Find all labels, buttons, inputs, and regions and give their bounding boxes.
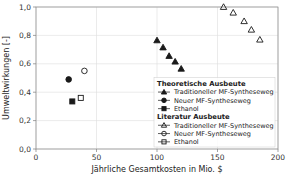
series: [154, 37, 185, 71]
legend-marker: [162, 107, 166, 111]
tick: [96, 149, 97, 152]
tick-label: 0,0: [19, 145, 31, 154]
tick: [217, 149, 218, 152]
y-axis-label: Umweltwirkungen [-]: [2, 36, 11, 120]
legend-marker: [162, 98, 167, 103]
x-axis-label: Jährliche Gesamtkosten in Mio. $: [90, 165, 222, 174]
tick: [36, 149, 37, 152]
point: [66, 77, 72, 83]
legend-label: Ethanol: [174, 138, 199, 146]
grid: [36, 7, 278, 149]
legend-label: Traditioneller MF-Syntheseweg: [173, 88, 274, 96]
tick: [278, 149, 279, 152]
chart: 0 50 100 150 200 0,0 0,2 0,4 0,6 0,8 1,0 Jährliche …: [0, 0, 286, 176]
point: [230, 9, 236, 15]
point: [166, 53, 172, 59]
point: [78, 95, 83, 100]
tick: [33, 92, 36, 93]
grid-line: [36, 35, 278, 36]
series: [78, 95, 83, 100]
series: [70, 99, 75, 104]
point: [70, 99, 75, 104]
point: [241, 18, 247, 24]
legend-label: Neuer MF-Syntheseweg: [174, 97, 251, 105]
legend-label: Neuer MF-Syntheseweg: [174, 130, 251, 138]
tick-label: 0,8: [19, 31, 31, 40]
legend-label: Ethanol: [174, 105, 199, 113]
series: [220, 4, 263, 42]
tick-label: 100: [150, 153, 165, 162]
tick-label: 0: [34, 153, 39, 162]
point: [82, 68, 88, 74]
tick-label: 0,6: [19, 59, 31, 68]
tick: [33, 7, 36, 8]
legend-line: [158, 141, 170, 142]
legend-line: [158, 125, 170, 126]
legend-marker: [161, 89, 166, 94]
plot-frame: [36, 7, 278, 149]
point: [160, 44, 166, 50]
point: [248, 27, 254, 33]
legend-marker: [161, 123, 166, 128]
tick-label: 0,4: [19, 88, 31, 97]
point: [257, 36, 263, 42]
tick: [157, 149, 158, 152]
legend-title: Theoretische Ausbeute: [157, 80, 246, 88]
point: [154, 37, 160, 43]
legend: Theoretische AusbeuteTraditioneller MF-S…: [154, 78, 275, 147]
grid-line: [96, 7, 97, 149]
series: [66, 77, 72, 83]
tick-label: 1,0: [19, 3, 31, 12]
tick-label: 150: [210, 153, 225, 162]
point: [172, 58, 178, 64]
legend-marker: [162, 131, 167, 136]
point: [178, 66, 184, 72]
legend-marker: [162, 140, 166, 144]
tick: [33, 149, 36, 150]
series: [82, 68, 88, 74]
point: [220, 4, 226, 10]
legend-box: [154, 78, 275, 147]
grid-line: [36, 63, 278, 64]
legend-label: Traditioneller MF-Syntheseweg: [173, 122, 274, 130]
legend-title: Literatur Ausbeute: [157, 113, 230, 121]
tick-label: 0,2: [19, 116, 31, 125]
legend-line: [158, 133, 170, 134]
tick: [33, 63, 36, 64]
tick: [33, 35, 36, 36]
tick-label: 200: [271, 153, 286, 162]
tick-label: 50: [92, 153, 102, 162]
tick: [33, 120, 36, 121]
